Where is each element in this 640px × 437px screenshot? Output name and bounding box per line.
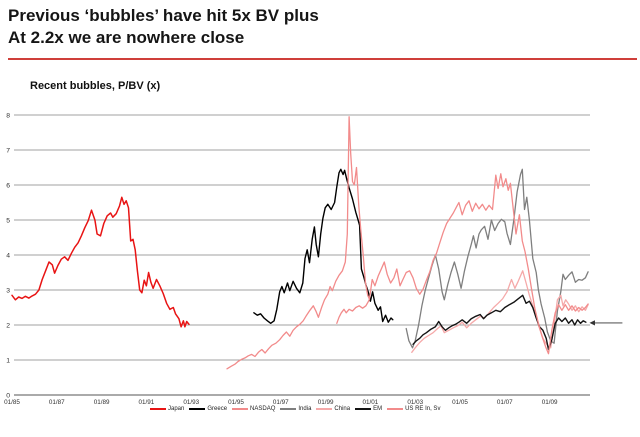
- legend-label: Greece: [207, 406, 228, 412]
- slide-title: Previous ‘bubbles’ have hit 5x BV plus A…: [8, 5, 319, 49]
- legend-swatch-em: [355, 408, 372, 410]
- legend-item-nasdaq: NASDAQ: [232, 406, 275, 412]
- legend-item-japan: Japan: [150, 406, 184, 412]
- legend-swatch-greece: [189, 408, 206, 410]
- x-tick-label-01-91: 01/91: [139, 399, 155, 406]
- y-tick-label-0: 0: [6, 392, 10, 399]
- legend-swatch-india: [280, 408, 297, 410]
- x-tick-label-01-95: 01/95: [228, 399, 244, 406]
- x-tick-label-01-05: 01/05: [452, 399, 468, 406]
- x-tick-label-01-97: 01/97: [273, 399, 289, 406]
- x-tick-label-01-93: 01/93: [183, 399, 199, 406]
- y-tick-label-1: 1: [6, 357, 10, 364]
- legend-label: India: [298, 406, 312, 412]
- series-line-em: [412, 294, 587, 351]
- y-tick-label-3: 3: [6, 287, 10, 294]
- legend-label: NASDAQ: [250, 406, 276, 412]
- y-tick-label-8: 8: [6, 112, 10, 119]
- y-tick-label-5: 5: [6, 217, 10, 224]
- y-tick-label-7: 7: [6, 147, 10, 154]
- series-line-us-re-in-sv: [336, 173, 589, 355]
- legend-swatch-us-re-in-sv: [387, 408, 404, 410]
- y-tick-label-6: 6: [6, 182, 10, 189]
- legend-swatch-japan: [150, 408, 166, 410]
- legend-swatch-nasdaq: [232, 408, 249, 410]
- series-line-japan: [11, 196, 190, 328]
- slide-title-line1: Previous ‘bubbles’ have hit 5x BV plus: [8, 6, 319, 25]
- legend-label: China: [334, 406, 351, 412]
- legend-swatch-china: [316, 408, 333, 410]
- x-tick-label-01-09: 01/09: [542, 399, 558, 406]
- title-accent-rule: [8, 58, 637, 60]
- x-tick-label-01-07: 01/07: [497, 399, 513, 406]
- legend-item-india: India: [280, 406, 311, 412]
- series-line-greece: [253, 168, 394, 324]
- x-tick-label-01-01: 01/01: [363, 399, 379, 406]
- legend-item-us-re-in-sv: US RE In, Sv: [387, 406, 440, 412]
- x-tick-label-01-89: 01/89: [94, 399, 110, 406]
- y-tick-label-4: 4: [6, 252, 10, 259]
- legend-label: EM: [373, 406, 383, 412]
- legend-item-em: EM: [355, 406, 382, 412]
- chart-legend: Japan Greece NASDAQ India China EM US RE In, S…: [150, 406, 440, 412]
- legend-item-greece: Greece: [189, 406, 227, 412]
- x-tick-label-01-99: 01/99: [318, 399, 334, 406]
- x-tick-label-01-85: 01/85: [4, 399, 20, 406]
- annotation-arrow-head: [589, 320, 595, 326]
- legend-label: US RE In, Sv: [405, 406, 441, 412]
- x-tick-label-01-03: 01/03: [407, 399, 423, 406]
- series-line-nasdaq: [226, 116, 370, 370]
- x-tick-label-01-87: 01/87: [49, 399, 65, 406]
- chart-title: Recent bubbles, P/BV (x): [30, 80, 161, 92]
- y-tick-label-2: 2: [6, 322, 10, 329]
- legend-label: Japan: [168, 406, 185, 412]
- series-line-china: [411, 270, 589, 353]
- legend-item-china: China: [316, 406, 350, 412]
- slide-title-line2: At 2.2x we are nowhere close: [8, 28, 245, 48]
